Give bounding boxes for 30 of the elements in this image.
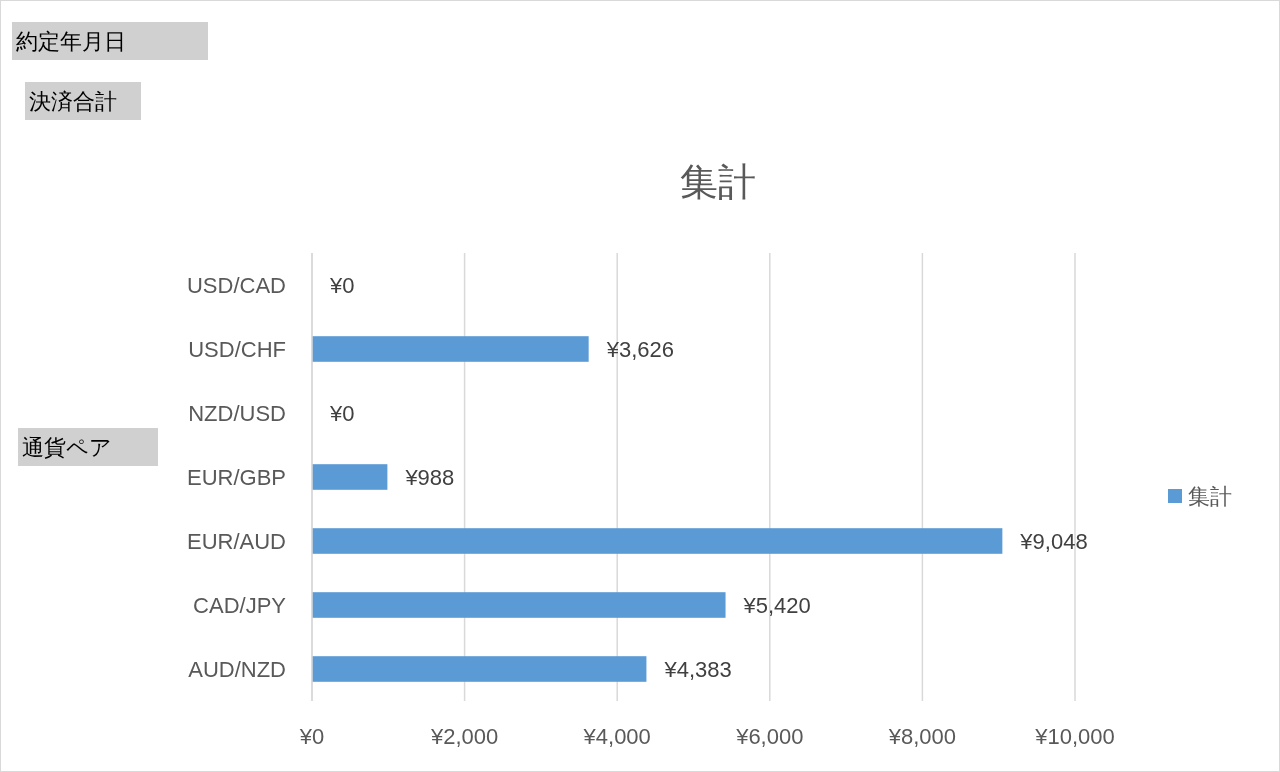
data-label: ¥988 xyxy=(404,465,455,490)
x-tick-label: ¥6,000 xyxy=(735,724,804,749)
legend-label: 集計 xyxy=(1188,484,1232,509)
y-tick-label: EUR/AUD xyxy=(186,529,286,554)
data-label: ¥0 xyxy=(329,401,355,426)
data-label: ¥5,420 xyxy=(742,593,811,618)
text: 約定年月日 xyxy=(16,29,126,54)
bar xyxy=(312,592,726,618)
x-tick-label: ¥4,000 xyxy=(582,724,651,749)
bar xyxy=(312,464,388,490)
y-tick-label: EUR/GBP xyxy=(186,465,286,490)
bar xyxy=(312,336,589,362)
text: 決済合計 xyxy=(29,89,117,114)
bar xyxy=(312,528,1003,554)
data-label: ¥4,383 xyxy=(663,657,732,682)
y-tick-label: USD/CAD xyxy=(186,273,286,298)
y-tick-label: CAD/JPY xyxy=(193,593,287,618)
y-tick-label: NZD/USD xyxy=(188,401,286,426)
y-tick-label: AUD/NZD xyxy=(188,657,286,682)
data-label: ¥0 xyxy=(329,273,355,298)
text: 通貨ペア xyxy=(22,435,112,460)
data-label: ¥9,048 xyxy=(1019,529,1088,554)
x-tick-label: ¥0 xyxy=(298,724,325,749)
x-tick-label: ¥10,000 xyxy=(1034,724,1115,749)
data-label: ¥3,626 xyxy=(605,337,674,362)
bar xyxy=(312,656,647,682)
y-tick-label: USD/CHF xyxy=(188,337,286,362)
x-tick-label: ¥8,000 xyxy=(887,724,957,749)
x-tick-label: ¥2,000 xyxy=(429,724,499,749)
chart-title: 集計 xyxy=(680,161,756,203)
